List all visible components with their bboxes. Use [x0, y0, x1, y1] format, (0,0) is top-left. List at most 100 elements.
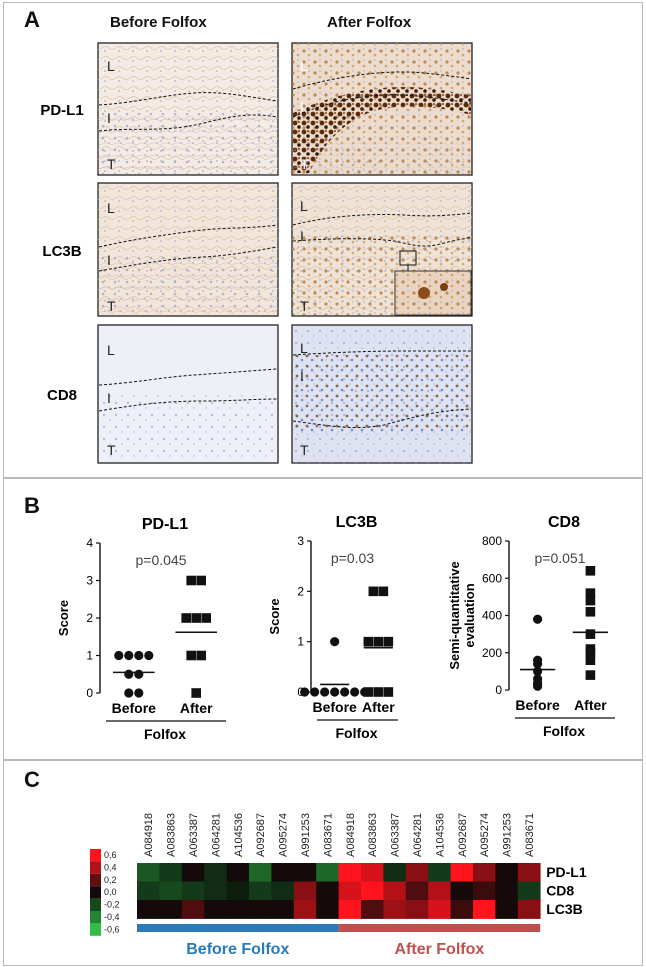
- image-lc3b-before: [97, 182, 279, 317]
- point-after: [191, 613, 201, 623]
- point-before: [124, 669, 134, 679]
- micrograph-grid: PD-L1 LC3B CD8 L I T L I T L I T L I T L…: [40, 42, 473, 464]
- heatmap-cell: [159, 863, 183, 882]
- y-tick-label: 2: [86, 611, 93, 625]
- heatmap-cell: [338, 863, 362, 882]
- scatter-plot-0: PD-L1 p=0.045 0 1 2 3 4 Score Before After Folfox: [56, 516, 226, 742]
- point-after: [186, 575, 196, 586]
- heatmap-row-label: LC3B: [546, 901, 583, 917]
- point-after: [585, 629, 596, 639]
- y-tick-label: 0: [86, 686, 93, 700]
- heatmap-cell: [293, 900, 317, 919]
- region-i: I: [300, 228, 304, 244]
- heatmap-cell: [159, 900, 183, 919]
- heatmap-cell: [361, 900, 384, 919]
- point-before: [134, 669, 144, 679]
- heatmap-cell: [159, 881, 183, 901]
- heatmap-cell: [316, 881, 339, 901]
- heatmap-row-label: PD-L1: [546, 864, 587, 880]
- heatmap-cell: [428, 900, 451, 919]
- region-t: T: [300, 298, 309, 314]
- heatmap-cell: [181, 900, 205, 919]
- heatmap: A084918 A083863 A063387 A064281 A104536 A0926…: [90, 813, 587, 958]
- point-after: [585, 606, 596, 617]
- heatmap-column-label: A083863: [166, 813, 178, 857]
- point-after: [196, 650, 206, 661]
- point-after: [585, 595, 596, 606]
- heatmap-cell: [137, 881, 160, 901]
- x-category-after: After: [574, 697, 607, 713]
- heatmap-cell: [517, 863, 541, 882]
- p-value: p=0.03: [331, 550, 374, 566]
- point-after: [181, 613, 191, 623]
- image-cd8-before: [97, 324, 279, 464]
- scale-swatch: [90, 861, 101, 874]
- scale-tick-label: -0,4: [104, 912, 120, 922]
- image-pdl1-after: [291, 42, 473, 176]
- panel-b: B PD-L1 p=0.045 0 1 2 3 4 Score Before After Folfo…: [3, 478, 643, 760]
- point-after: [585, 670, 596, 680]
- region-t: T: [107, 156, 116, 172]
- region-i: I: [107, 252, 111, 268]
- heatmap-column-label: A064281: [210, 813, 222, 857]
- point-before: [134, 688, 144, 698]
- point-before: [124, 650, 134, 661]
- heatmap-column-label: A084918: [345, 813, 357, 857]
- x-category-before: Before: [515, 697, 560, 713]
- heatmap-column-label: A084918: [143, 813, 155, 857]
- point-after: [186, 650, 196, 661]
- heatmap-cell: [495, 881, 519, 901]
- heatmap-column-label: A063387: [390, 813, 402, 857]
- point-before: [330, 637, 340, 647]
- heatmap-cell: [249, 900, 272, 919]
- after-group-label: After Folfox: [395, 941, 485, 958]
- heatmap-cell: [338, 900, 362, 919]
- y-tick-label: 200: [482, 646, 502, 660]
- point-after: [373, 687, 384, 697]
- point-after: [383, 636, 394, 647]
- point-before: [350, 687, 360, 697]
- heatmap-cell: [450, 863, 474, 882]
- heatmap-column-label: A083863: [367, 813, 379, 857]
- point-before: [533, 659, 543, 669]
- heatmap-column-label: A095274: [278, 813, 290, 857]
- y-axis-label: Score: [56, 600, 71, 636]
- row-label-cd8: CD8: [47, 387, 77, 404]
- point-before: [310, 687, 320, 697]
- heatmap-cell: [226, 863, 250, 882]
- heatmap-column-label: A064281: [412, 813, 424, 857]
- heatmap-cell: [450, 900, 474, 919]
- heatmap-column-label: A095274: [479, 813, 491, 857]
- heatmap-cell: [450, 881, 474, 901]
- image-pdl1-before: [97, 42, 279, 176]
- heatmap-cell: [181, 863, 205, 882]
- point-after: [585, 647, 596, 658]
- group-label: Folfox: [144, 726, 186, 742]
- heatmap-cell: [495, 900, 519, 919]
- point-before: [114, 650, 124, 661]
- scale-swatch: [90, 923, 101, 936]
- group-label: Folfox: [543, 723, 585, 739]
- heatmap-cell: [383, 900, 407, 919]
- heatmap-cell: [293, 863, 317, 882]
- x-category-before: Before: [112, 700, 157, 716]
- panel-a: A Before Folfox After Folfox: [3, 2, 643, 478]
- heatmap-cell: [204, 881, 227, 901]
- point-before: [124, 688, 134, 698]
- scale-swatch: [90, 873, 101, 887]
- heatmap-cell: [226, 881, 250, 901]
- heatmap-cell: [249, 863, 272, 882]
- p-value: p=0.051: [535, 550, 586, 566]
- region-i: I: [300, 98, 304, 114]
- y-tick-label: 2: [297, 584, 304, 598]
- point-after: [368, 586, 379, 597]
- heatmap-cell: [473, 900, 496, 919]
- point-after: [585, 655, 596, 665]
- y-axis-label: Semi-quantitativeevaluation: [447, 561, 477, 669]
- scale-tick-label: 0,4: [104, 862, 117, 872]
- image-cd8-after: [291, 324, 473, 464]
- heatmap-cell: [517, 900, 541, 919]
- scale-tick-label: 0,2: [104, 875, 117, 885]
- scale-tick-label: 0,0: [104, 887, 117, 897]
